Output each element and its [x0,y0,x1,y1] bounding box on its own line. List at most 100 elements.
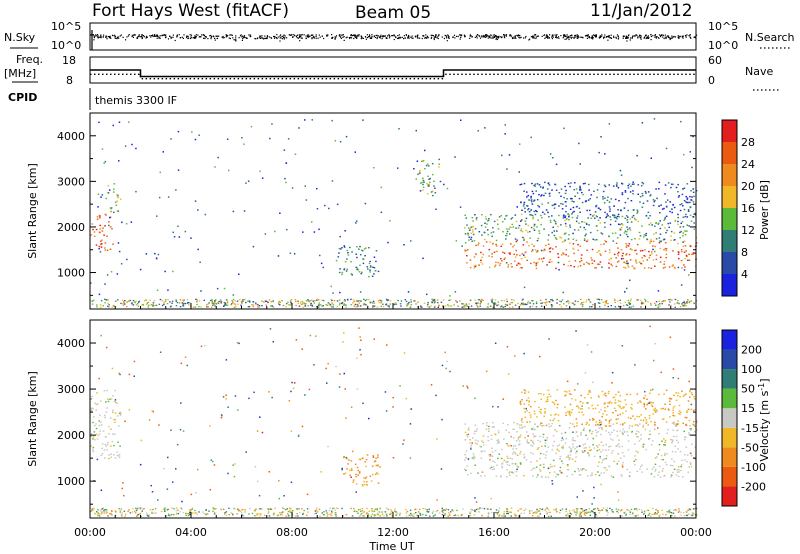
power-point [470,232,473,235]
power-point [567,265,570,267]
velocity-point [377,456,379,458]
velocity-ground-point [452,510,455,512]
velocity-point [614,402,617,404]
nsky-point [382,36,384,38]
power-ground-point [597,302,600,304]
power-sparse-point [415,129,417,132]
velocity-point [588,407,590,409]
velocity-ground-point [124,515,126,517]
velocity-ground-point [106,511,109,513]
velocity-point [518,424,521,426]
velocity-point [564,442,567,444]
velocity-sparse-point [587,452,589,454]
velocity-ground-point [625,514,627,516]
velocity-point [119,414,122,416]
velocity-ground-point [288,509,291,511]
power-point [527,209,529,211]
velocity-ground-point [583,513,586,515]
power-point [602,198,604,200]
velocity-point [365,476,368,478]
power-point [111,228,113,230]
power-sparse-point [683,269,686,271]
velocity-ground-point [287,510,290,513]
velocity-ground-point [373,510,376,512]
nsky-point [298,34,300,36]
velocity-ground-point [140,507,143,509]
power-ground-point [272,306,275,308]
power-sparse-point [407,291,410,293]
power-point [622,257,625,260]
power-ground-point [225,299,228,301]
velocity-point [636,470,638,472]
velocity-sparse-point [248,397,250,400]
power-point [659,220,661,222]
power-point [639,235,642,237]
power-point [652,240,655,243]
power-ground-point [627,299,630,302]
velocity-ground-point [342,515,344,517]
velocity-sparse-point [98,377,100,380]
velocity-ground-point [432,515,435,517]
velocity-point [579,408,582,410]
power-sparse-point [155,257,158,259]
power-sparse-point [320,262,323,265]
velocity-sparse-point [409,423,412,425]
velocity-point [112,395,114,397]
velocity-ground-point [129,512,132,514]
power-point [692,191,695,193]
velocity-point [363,480,365,483]
power-sparse-point [217,156,219,159]
velocity-ground-point [172,514,175,516]
velocity-ground-point [672,509,675,511]
velocity-point [506,469,508,471]
velocity-point [584,443,587,445]
power-point [530,195,532,198]
velocity-point [564,390,566,393]
velocity-point [527,391,530,393]
velocity-ground-point [187,513,189,515]
velocity-sparse-point [405,397,408,400]
velocity-point [568,410,571,413]
velocity-point [670,464,672,467]
velocity-point [673,421,675,423]
velocity-point [482,441,484,443]
power-sparse-point [626,262,628,265]
velocity-ground-point [101,512,103,514]
nsky-point [490,35,492,37]
velocity-ground-point [356,510,358,513]
nsky-point [103,34,105,36]
velocity-point [572,423,574,425]
nsky-point [432,35,435,37]
nsky-point [350,34,352,36]
nsky-point [532,36,534,38]
power-sparse-point [214,166,216,168]
power-ground-point [234,304,237,306]
power-ground-point [242,300,244,302]
power-ground-point [431,301,433,304]
nsky-point [279,35,281,37]
nsky-point [568,37,570,39]
velocity-sparse-point [403,352,406,354]
velocity-point [614,399,617,401]
power-ground-point [636,299,639,301]
power-point [670,183,673,185]
power-ground-point [102,305,104,307]
nsky-point [576,36,578,38]
velocity-point [664,454,666,456]
power-point [504,218,506,220]
velocity-point [497,440,500,443]
power-point [664,218,666,220]
power-point [497,261,500,264]
velocity-point [109,417,112,419]
power-ground-point [248,300,251,302]
power-sparse-point [170,138,172,140]
velocity-ground-point [605,509,607,512]
velocity-sparse-point [471,442,473,444]
power-ground-point [277,302,280,304]
velocity-point [523,456,526,458]
power-point [535,251,538,253]
nsky-point [386,37,388,39]
velocity-point [364,461,367,463]
nsky-point [152,34,154,36]
